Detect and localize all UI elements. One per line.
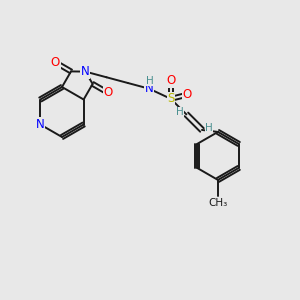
- Text: O: O: [166, 74, 176, 87]
- Text: H: H: [176, 107, 183, 117]
- Text: O: O: [103, 86, 113, 99]
- Text: N: N: [81, 65, 90, 78]
- Text: N: N: [36, 118, 45, 131]
- Text: CH₃: CH₃: [208, 198, 228, 208]
- Text: H: H: [205, 123, 213, 133]
- Text: O: O: [51, 56, 60, 69]
- Text: O: O: [182, 88, 191, 101]
- Text: N: N: [145, 82, 154, 95]
- Text: H: H: [146, 76, 154, 86]
- Text: S: S: [167, 92, 175, 105]
